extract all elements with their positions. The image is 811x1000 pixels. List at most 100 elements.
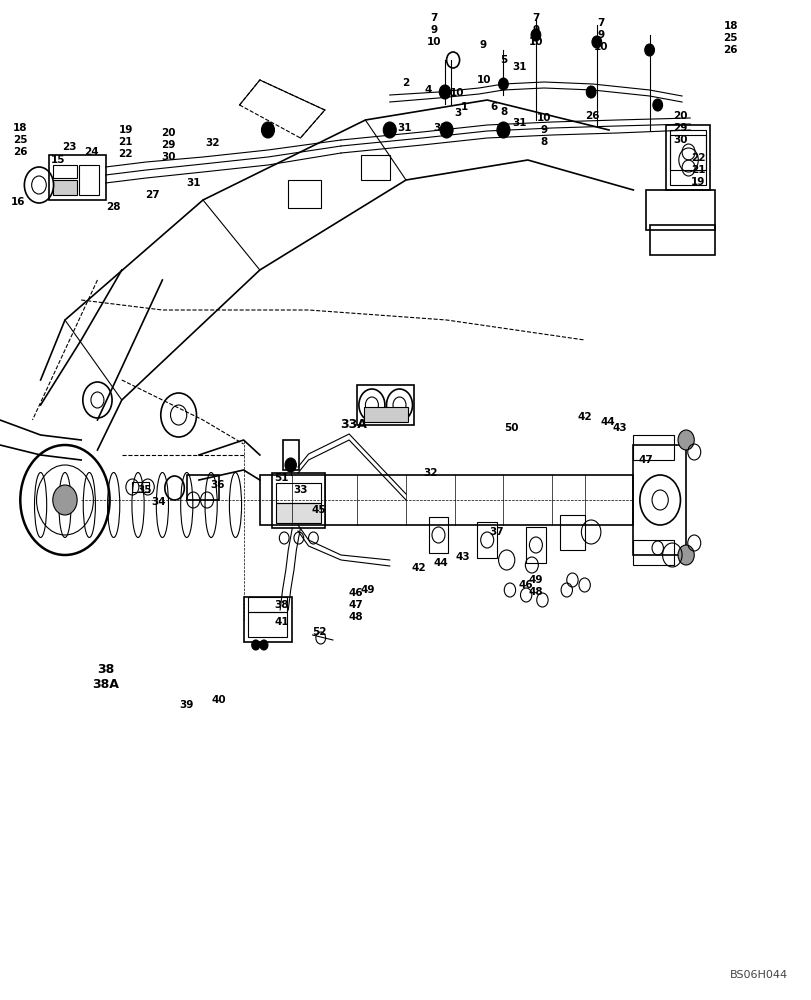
Bar [645, 190, 714, 230]
Bar [260, 475, 633, 525]
Bar [276, 483, 320, 503]
Circle shape [439, 85, 450, 99]
Text: 3: 3 [454, 108, 461, 118]
Text: 43: 43 [455, 552, 470, 562]
Text: 16: 16 [11, 197, 25, 207]
Text: 6: 6 [490, 102, 496, 112]
Bar [187, 475, 219, 500]
Text: 24: 24 [84, 147, 98, 157]
Text: 9: 9 [479, 40, 486, 50]
Text: 31: 31 [397, 123, 411, 133]
Text: 10: 10 [449, 88, 464, 98]
Text: 46: 46 [518, 580, 533, 590]
Text: 32: 32 [205, 138, 220, 148]
Bar [53, 180, 77, 195]
Text: 31: 31 [512, 118, 526, 128]
Text: 36: 36 [210, 480, 225, 490]
Bar [665, 125, 710, 190]
Text: 42: 42 [411, 563, 426, 573]
Text: 5: 5 [500, 55, 506, 65]
Text: 4: 4 [423, 85, 431, 95]
Bar [633, 540, 673, 565]
Text: 42: 42 [577, 412, 591, 422]
Text: 51: 51 [274, 473, 289, 483]
Text: 32: 32 [423, 468, 437, 478]
Text: 52: 52 [311, 627, 326, 637]
Text: 41: 41 [274, 617, 289, 627]
Circle shape [251, 640, 260, 650]
Circle shape [644, 44, 654, 56]
Text: 38: 38 [274, 600, 289, 610]
Circle shape [285, 458, 296, 472]
Text: 46
47
48: 46 47 48 [348, 588, 363, 622]
Text: 7
9
10: 7 9 10 [593, 18, 607, 52]
Bar [248, 612, 287, 637]
Bar [132, 482, 148, 492]
Text: 50: 50 [504, 423, 518, 433]
Bar [526, 527, 545, 563]
Text: 7
9
10: 7 9 10 [427, 13, 441, 47]
Circle shape [677, 430, 693, 450]
Text: 39: 39 [179, 700, 194, 710]
Circle shape [498, 78, 508, 90]
Bar [357, 385, 414, 425]
Text: 47: 47 [637, 455, 652, 465]
Circle shape [591, 36, 601, 48]
Text: 40: 40 [212, 695, 226, 705]
Text: 19
21
22: 19 21 22 [118, 125, 133, 159]
Text: 33A: 33A [339, 418, 367, 432]
Text: 48: 48 [528, 587, 543, 597]
Text: 27: 27 [145, 190, 160, 200]
Text: 23: 23 [62, 142, 76, 152]
Text: 1: 1 [461, 102, 467, 112]
Bar [428, 517, 448, 553]
Text: 38
38A: 38 38A [92, 663, 119, 691]
Circle shape [53, 485, 77, 515]
Text: 28: 28 [106, 202, 121, 212]
Text: 31: 31 [432, 123, 447, 133]
Text: 31: 31 [512, 62, 526, 72]
Text: 20
29
30: 20 29 30 [672, 111, 687, 145]
Text: 8: 8 [500, 107, 507, 117]
Text: 22
21
19: 22 21 19 [690, 153, 705, 187]
Text: 45: 45 [311, 505, 326, 515]
Circle shape [383, 122, 396, 138]
Text: 37: 37 [489, 527, 504, 537]
Text: 49: 49 [528, 575, 543, 585]
Bar [669, 135, 706, 170]
Bar [79, 165, 99, 195]
Text: 2: 2 [402, 78, 409, 88]
Bar [49, 155, 105, 200]
Circle shape [586, 86, 595, 98]
Bar [363, 407, 408, 422]
Bar [282, 440, 298, 470]
Text: 26: 26 [585, 111, 599, 121]
Text: 35: 35 [137, 485, 152, 495]
Text: 44: 44 [599, 417, 614, 427]
Bar [669, 130, 706, 185]
Text: 43: 43 [611, 423, 626, 433]
Circle shape [440, 122, 453, 138]
Bar [248, 597, 287, 612]
Bar [53, 165, 77, 178]
Bar [633, 435, 673, 460]
Bar [477, 522, 496, 558]
Text: 10: 10 [476, 75, 491, 85]
Text: 44: 44 [433, 558, 448, 568]
Circle shape [260, 640, 268, 650]
Bar [276, 503, 320, 523]
Text: 15: 15 [51, 155, 66, 165]
Text: 33: 33 [293, 485, 307, 495]
Text: 20
29
30: 20 29 30 [161, 128, 175, 162]
Bar [361, 155, 389, 180]
Text: BS06H044: BS06H044 [728, 970, 787, 980]
Circle shape [652, 99, 662, 111]
Circle shape [677, 545, 693, 565]
Bar [243, 597, 292, 642]
Bar [633, 445, 685, 555]
Text: 18
25
26: 18 25 26 [13, 123, 28, 157]
Circle shape [496, 122, 509, 138]
Bar [560, 515, 584, 550]
Text: 49: 49 [360, 585, 375, 595]
Bar [288, 180, 320, 208]
